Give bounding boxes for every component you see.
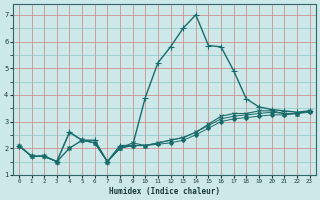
X-axis label: Humidex (Indice chaleur): Humidex (Indice chaleur) — [109, 187, 220, 196]
